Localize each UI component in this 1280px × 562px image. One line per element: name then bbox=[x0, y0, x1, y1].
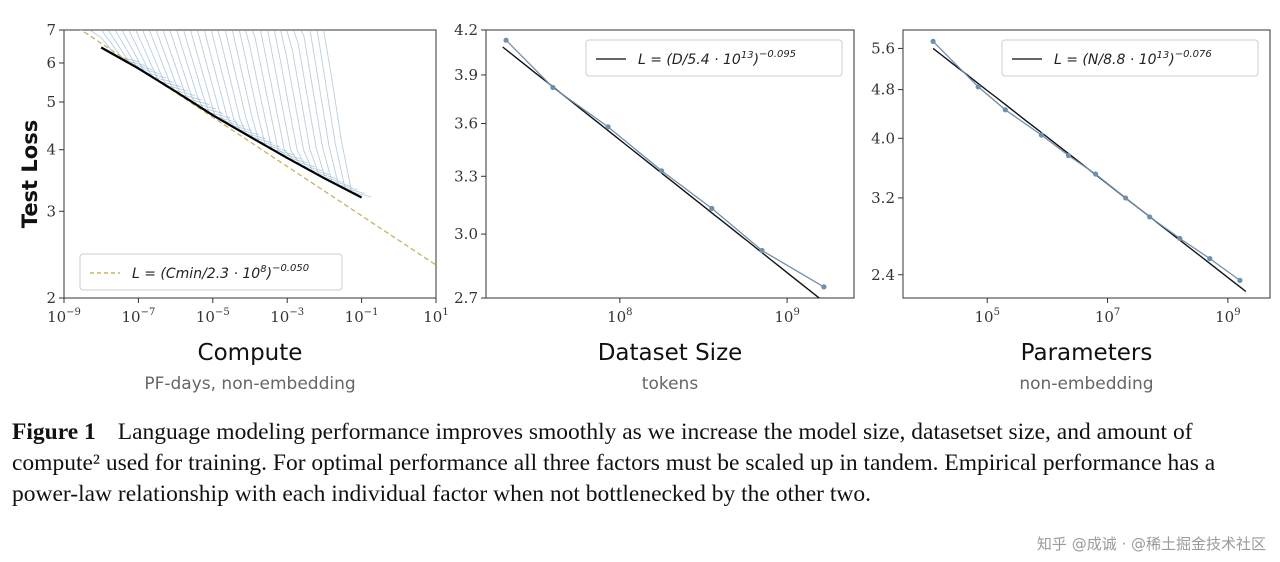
data-point bbox=[1237, 277, 1243, 283]
y-tick-label: 2.4 bbox=[871, 266, 895, 284]
learning-curve bbox=[217, 30, 266, 140]
learning-curve bbox=[259, 30, 309, 164]
learning-curve bbox=[176, 30, 224, 115]
x-tick-label: 10−5 bbox=[196, 307, 230, 326]
chart-dataset: 108 109 2.7 3.0 3.3 3.6 3.9 4.2 Dataset Size toke… bbox=[454, 21, 855, 394]
y-tick-label: 2 bbox=[46, 289, 56, 307]
fit-line bbox=[79, 30, 436, 266]
x-tick-label: 107 bbox=[1095, 307, 1120, 326]
data-point bbox=[821, 284, 827, 290]
data-point bbox=[1207, 255, 1213, 262]
x-tick-label: 108 bbox=[607, 307, 632, 326]
plot-content-dataset bbox=[502, 37, 827, 298]
plot-content-compute bbox=[79, 30, 436, 266]
watermark: 知乎 @成诚 · @稀土掘金技术社区 bbox=[1036, 535, 1266, 553]
learning-curve bbox=[244, 30, 295, 156]
legend-box bbox=[1001, 39, 1259, 77]
learning-curve bbox=[251, 30, 302, 160]
learning-curve bbox=[196, 30, 245, 127]
data-point bbox=[1177, 235, 1183, 241]
y-tick-label: 4 bbox=[46, 141, 56, 159]
x-tick-label: 10−9 bbox=[47, 307, 81, 326]
x-tick-label: 109 bbox=[774, 307, 799, 326]
x-tick-label: 10−7 bbox=[121, 307, 155, 326]
plot-content-params bbox=[930, 38, 1247, 293]
y-tick-label: 4.2 bbox=[454, 21, 478, 39]
data-point bbox=[1002, 107, 1008, 113]
learning-curve bbox=[189, 30, 238, 123]
learning-curve bbox=[238, 30, 287, 152]
learning-curve bbox=[224, 30, 273, 144]
data-point bbox=[659, 168, 665, 174]
legend-box bbox=[585, 39, 843, 77]
x-tick-label: 101 bbox=[423, 307, 448, 326]
data-point bbox=[605, 124, 611, 130]
y-axis-title: Test Loss bbox=[18, 120, 42, 228]
x-tick-label: 10−3 bbox=[270, 307, 304, 326]
x-axis-subtitle: tokens bbox=[642, 374, 699, 394]
y-tick-label: 3 bbox=[46, 202, 56, 220]
chart-compute: 10−9 10−7 10−5 10−3 10−1 101 2 3 4 5 6 7 Compute PF-d… bbox=[18, 21, 449, 394]
x-axis-title: Parameters bbox=[1021, 340, 1153, 366]
chart-params: 105 107 109 2.4 3.2 4.0 4.8 5.6 Parameters non-em… bbox=[871, 29, 1271, 394]
y-tick-label: 2.7 bbox=[454, 289, 478, 307]
data-point bbox=[1038, 132, 1044, 138]
data-point bbox=[709, 205, 715, 211]
data-point bbox=[1065, 152, 1072, 159]
learning-curve bbox=[107, 30, 153, 71]
learning-curve bbox=[169, 30, 217, 110]
x-axis-title: Compute bbox=[198, 340, 303, 366]
y-tick-label: 5.6 bbox=[871, 39, 895, 57]
y-tick-label: 3.3 bbox=[454, 167, 478, 185]
learning-curve bbox=[100, 30, 146, 67]
data-point bbox=[975, 84, 981, 90]
x-axis-title: Dataset Size bbox=[598, 340, 743, 366]
legend-box bbox=[79, 253, 343, 291]
learning-curve bbox=[292, 30, 344, 183]
data-point bbox=[503, 37, 509, 43]
data-point bbox=[550, 84, 556, 91]
learning-curve bbox=[267, 30, 316, 168]
legend-label: L = (D/5.4 · 1013)−0.095 bbox=[638, 49, 796, 68]
y-tick-label: 6 bbox=[46, 54, 56, 72]
x-tick-label: 10−1 bbox=[345, 307, 379, 326]
learning-curve bbox=[273, 30, 323, 172]
y-tick-label: 7 bbox=[46, 21, 56, 39]
learning-curve bbox=[114, 30, 160, 75]
x-axis-subtitle: non-embedding bbox=[1019, 374, 1153, 394]
y-tick-label: 3.0 bbox=[454, 225, 478, 243]
x-tick-label: 105 bbox=[974, 307, 999, 326]
learning-curve bbox=[183, 30, 231, 119]
data-point bbox=[1147, 214, 1153, 220]
frontier-line bbox=[100, 46, 363, 199]
learning-curve bbox=[300, 30, 351, 187]
learning-curve bbox=[210, 30, 259, 136]
legend-label: L = (N/8.8 · 1013)−0.076 bbox=[1054, 49, 1212, 68]
learning-curve bbox=[203, 30, 252, 132]
caption-label: Figure 1 bbox=[12, 419, 96, 445]
data-point bbox=[930, 38, 936, 44]
learning-curve bbox=[286, 30, 337, 179]
y-tick-label: 5 bbox=[46, 93, 56, 111]
learning-curve bbox=[231, 30, 280, 148]
y-tick-label: 4.8 bbox=[871, 81, 895, 99]
caption-text: Language modeling performance improves s… bbox=[12, 419, 1216, 507]
y-tick-label: 3.6 bbox=[454, 115, 478, 133]
data-point bbox=[759, 247, 765, 254]
learning-curve bbox=[128, 30, 174, 83]
data-point bbox=[1092, 171, 1099, 177]
x-tick-label: 109 bbox=[1215, 307, 1240, 326]
x-axis-subtitle: PF-days, non-embedding bbox=[144, 374, 355, 394]
y-tick-label: 3.2 bbox=[871, 189, 895, 207]
plot-area-compute bbox=[63, 29, 437, 299]
figure-panels: 10−9 10−7 10−5 10−3 10−1 101 2 3 4 5 6 7 Compute PF-d… bbox=[18, 21, 1271, 394]
data-point bbox=[1123, 195, 1129, 201]
y-tick-label: 3.9 bbox=[454, 66, 478, 84]
learning-curve bbox=[135, 30, 181, 88]
figure-caption: Figure 1 Language modeling performance im… bbox=[12, 417, 1257, 510]
legend-label: L = (Cmin/2.3 · 108)−0.050 bbox=[132, 263, 309, 282]
y-tick-label: 4.0 bbox=[871, 129, 895, 147]
learning-curve bbox=[280, 30, 330, 176]
